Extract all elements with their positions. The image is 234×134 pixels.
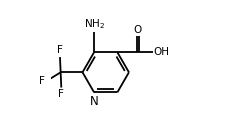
Text: N: N bbox=[90, 95, 99, 108]
Text: F: F bbox=[57, 45, 63, 55]
Text: O: O bbox=[134, 25, 142, 35]
Text: OH: OH bbox=[154, 47, 170, 57]
Text: F: F bbox=[58, 89, 64, 99]
Text: F: F bbox=[39, 76, 45, 86]
Text: NH$_2$: NH$_2$ bbox=[84, 17, 105, 31]
